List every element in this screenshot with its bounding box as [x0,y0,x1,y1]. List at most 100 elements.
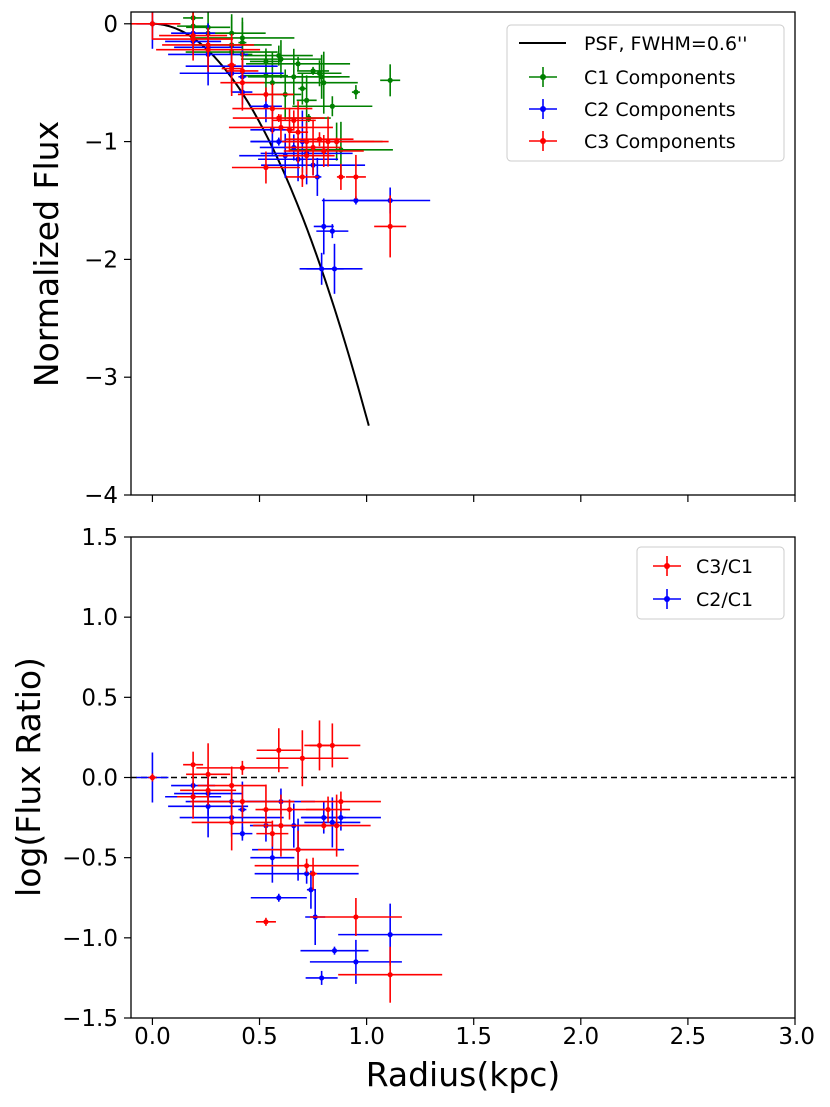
point-marker [149,21,156,27]
point-marker [308,887,314,893]
data-point [345,154,366,199]
point-marker [329,228,335,234]
data-point [286,166,319,187]
data-point [351,85,360,100]
point-marker [353,174,359,180]
data-point [256,728,301,773]
bottom-legend: C3/C1 C2/C1 [636,546,785,620]
legend-label: C2 Components [584,99,736,121]
y-tick-label: 0.5 [81,685,118,711]
data-point [250,893,307,902]
point-marker [299,755,305,761]
data-point [255,917,276,926]
bottom-panel: 1.5 1.0 0.5 0.0 −0.5 −1.0 −1.5 0.0 0.5 1.0 1.5 2.0… [9,525,815,1094]
point-marker [310,871,316,877]
x-tick-label: 1.5 [455,1024,492,1050]
point-marker [299,85,305,92]
point-marker [276,895,282,901]
bottom-x-ticks: 0.0 0.5 1.0 1.5 2.0 2.5 3.0 [134,1018,815,1050]
bottom-marks [131,720,795,1003]
data-point [237,87,294,102]
top-x-ticks [151,495,796,502]
point-marker [229,819,235,825]
point-marker [269,80,275,86]
point-marker [278,56,284,62]
x-tick-label: 2.5 [670,1024,707,1050]
point-marker [319,74,325,80]
top-y-ticks: 0 −1 −2 −3 −4 [84,12,131,509]
data-point [177,774,210,819]
data-point [302,794,371,857]
data-point [338,946,443,1003]
data-point [285,119,342,176]
data-point [309,939,402,984]
data-point [374,195,407,258]
top-panel: 0 −1 −2 −3 −4 Normalized Flux PSF, FWHM=0.6'… [27,11,796,509]
data-point [309,897,402,936]
y-tick-label: −1.0 [62,926,118,952]
point-marker [353,89,359,95]
data-point [336,163,345,190]
point-marker [190,794,196,800]
point-marker [205,787,211,793]
point-marker [276,115,282,121]
legend-label: C2/C1 [696,589,753,611]
point-marker [263,103,269,109]
bottom-y-ticks: 1.5 1.0 0.5 0.0 −0.5 −1.0 −1.5 [62,525,131,1032]
point-marker [310,144,316,151]
top-plot-data [131,12,431,426]
legend-label: C3 Components [584,131,736,153]
point-marker [387,972,393,978]
point-marker [329,103,335,109]
legend-marker-dot [664,563,670,569]
point-marker [286,806,293,813]
data-point [298,72,307,105]
point-marker [310,68,316,74]
data-point [285,132,354,147]
point-marker [304,871,310,877]
data-point [380,64,401,97]
point-marker [269,831,275,837]
y-tick-label: 0.0 [81,766,118,792]
data-point [289,51,358,114]
y-tick-label: 1.0 [81,605,118,631]
point-marker [239,80,245,86]
data-point [246,56,351,71]
point-marker [286,127,293,133]
data-point [300,946,369,955]
point-marker [325,806,331,813]
point-marker [263,91,269,98]
data-point [304,723,361,768]
point-marker [304,153,310,159]
point-marker [239,798,245,805]
point-marker [291,117,297,123]
data-point [232,826,253,841]
point-marker [239,40,245,46]
legend-marker-dot [540,74,546,80]
data-point [271,110,316,131]
data-point [180,780,237,801]
data-point [316,224,349,239]
point-marker [263,919,269,925]
legend-box [636,546,785,620]
point-marker [321,223,327,230]
data-point [304,797,361,848]
data-point [283,135,364,168]
point-marker [190,36,196,42]
data-point [306,796,351,823]
data-point [254,858,359,873]
top-y-axis-label: Normalized Flux [27,121,66,387]
point-marker [295,847,301,853]
data-point [305,970,338,985]
data-point [285,107,294,152]
point-marker [276,747,282,753]
data-point [284,137,389,146]
top-marks [131,12,431,426]
x-tick-label: 3.0 [778,1024,815,1050]
data-point [232,114,325,123]
data-point [131,12,181,40]
data-point [183,751,204,778]
legend-entry: C3/C1 [653,556,753,578]
point-marker [338,814,344,821]
